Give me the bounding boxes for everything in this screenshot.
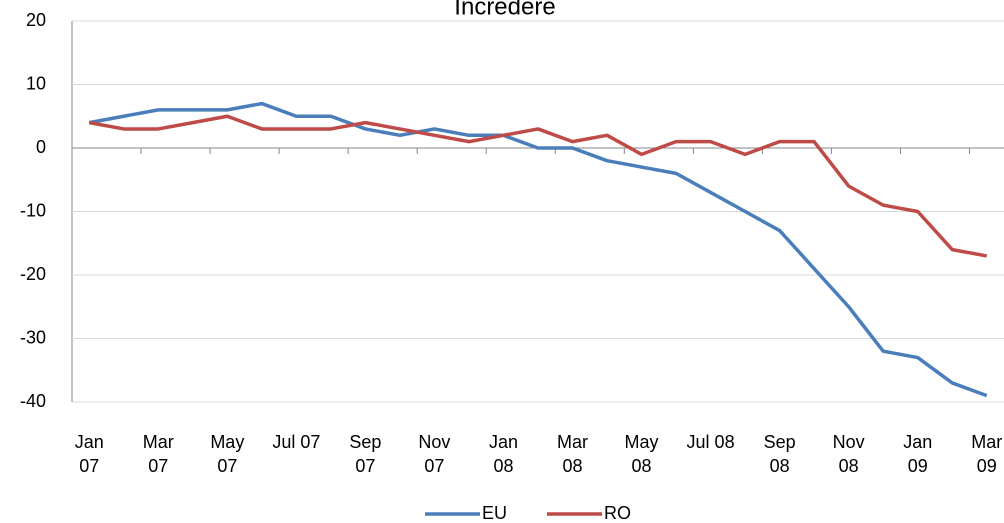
x-tick-label: Jul 07 <box>272 432 321 452</box>
line-series <box>88 114 988 258</box>
y-tick-label: -20 <box>20 264 46 284</box>
x-tick-label: Jan 07 <box>74 432 104 476</box>
x-tick-label: Mar 09 <box>971 432 1003 476</box>
y-tick-label: 20 <box>26 10 46 30</box>
x-tick-label: Mar 08 <box>557 432 589 476</box>
x-tick-label: Jul 08 <box>686 432 735 452</box>
x-tick-label: Nov 07 <box>418 432 451 476</box>
x-tick-label: Mar 07 <box>142 432 174 476</box>
x-tick-label: Jan 09 <box>903 432 933 476</box>
y-tick-label: -30 <box>20 327 46 347</box>
x-tick-label: Jan 08 <box>488 432 518 476</box>
legend-label: RO <box>604 503 631 523</box>
x-tick-label: Sep 08 <box>763 432 796 476</box>
line-series <box>88 101 988 398</box>
x-tick-label: Sep 07 <box>349 432 382 476</box>
x-tick-label: Nov 08 <box>832 432 865 476</box>
legend-label: EU <box>482 503 507 523</box>
y-tick-label: 0 <box>36 137 46 157</box>
x-tick-label: May 07 <box>210 432 245 476</box>
y-tick-label: -10 <box>20 200 46 220</box>
y-tick-label: 10 <box>26 73 46 93</box>
y-tick-label: -40 <box>20 391 46 411</box>
chart-title: Incredere <box>454 0 555 20</box>
x-tick-label: May 08 <box>624 432 659 476</box>
